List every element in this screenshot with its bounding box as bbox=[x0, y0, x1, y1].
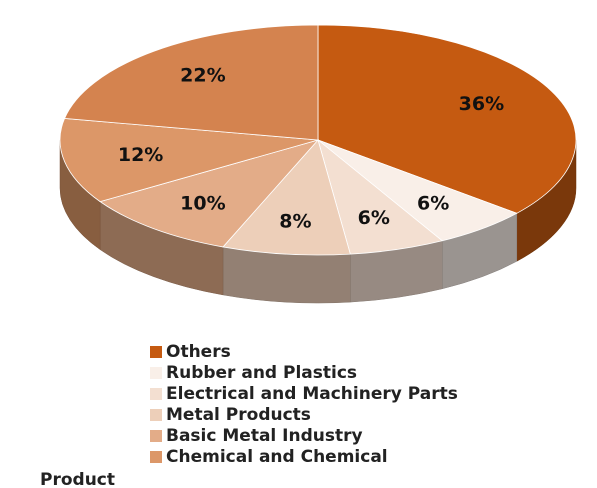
value-label: 10% bbox=[180, 192, 225, 214]
value-label: 8% bbox=[279, 211, 311, 233]
annotation: Product bbox=[40, 470, 115, 488]
value-label: 12% bbox=[118, 144, 163, 166]
legend-label: Metal Products bbox=[166, 405, 311, 425]
legend-label: Others bbox=[166, 342, 231, 362]
legend-swatch bbox=[150, 367, 162, 379]
legend-swatch bbox=[150, 346, 162, 358]
value-label: 6% bbox=[358, 207, 390, 229]
legend-swatch bbox=[150, 430, 162, 442]
legend-label: Electrical and Machinery Parts bbox=[166, 384, 458, 404]
value-label: 22% bbox=[180, 65, 225, 87]
slice bbox=[59, 118, 319, 203]
slice-side bbox=[222, 246, 351, 304]
legend-label: Basic Metal Industry bbox=[166, 426, 363, 446]
value-label: 36% bbox=[459, 93, 504, 115]
slice bbox=[99, 139, 320, 248]
legend-label: Chemical and Chemical bbox=[166, 447, 388, 467]
value-label: 6% bbox=[417, 192, 449, 214]
slice bbox=[63, 24, 319, 141]
legend-swatch bbox=[150, 451, 162, 463]
legend-label: Rubber and Plastics bbox=[166, 363, 357, 383]
legend-swatch bbox=[150, 388, 162, 400]
slice bbox=[222, 139, 351, 256]
slice bbox=[317, 24, 577, 214]
legend-swatch bbox=[150, 409, 162, 421]
